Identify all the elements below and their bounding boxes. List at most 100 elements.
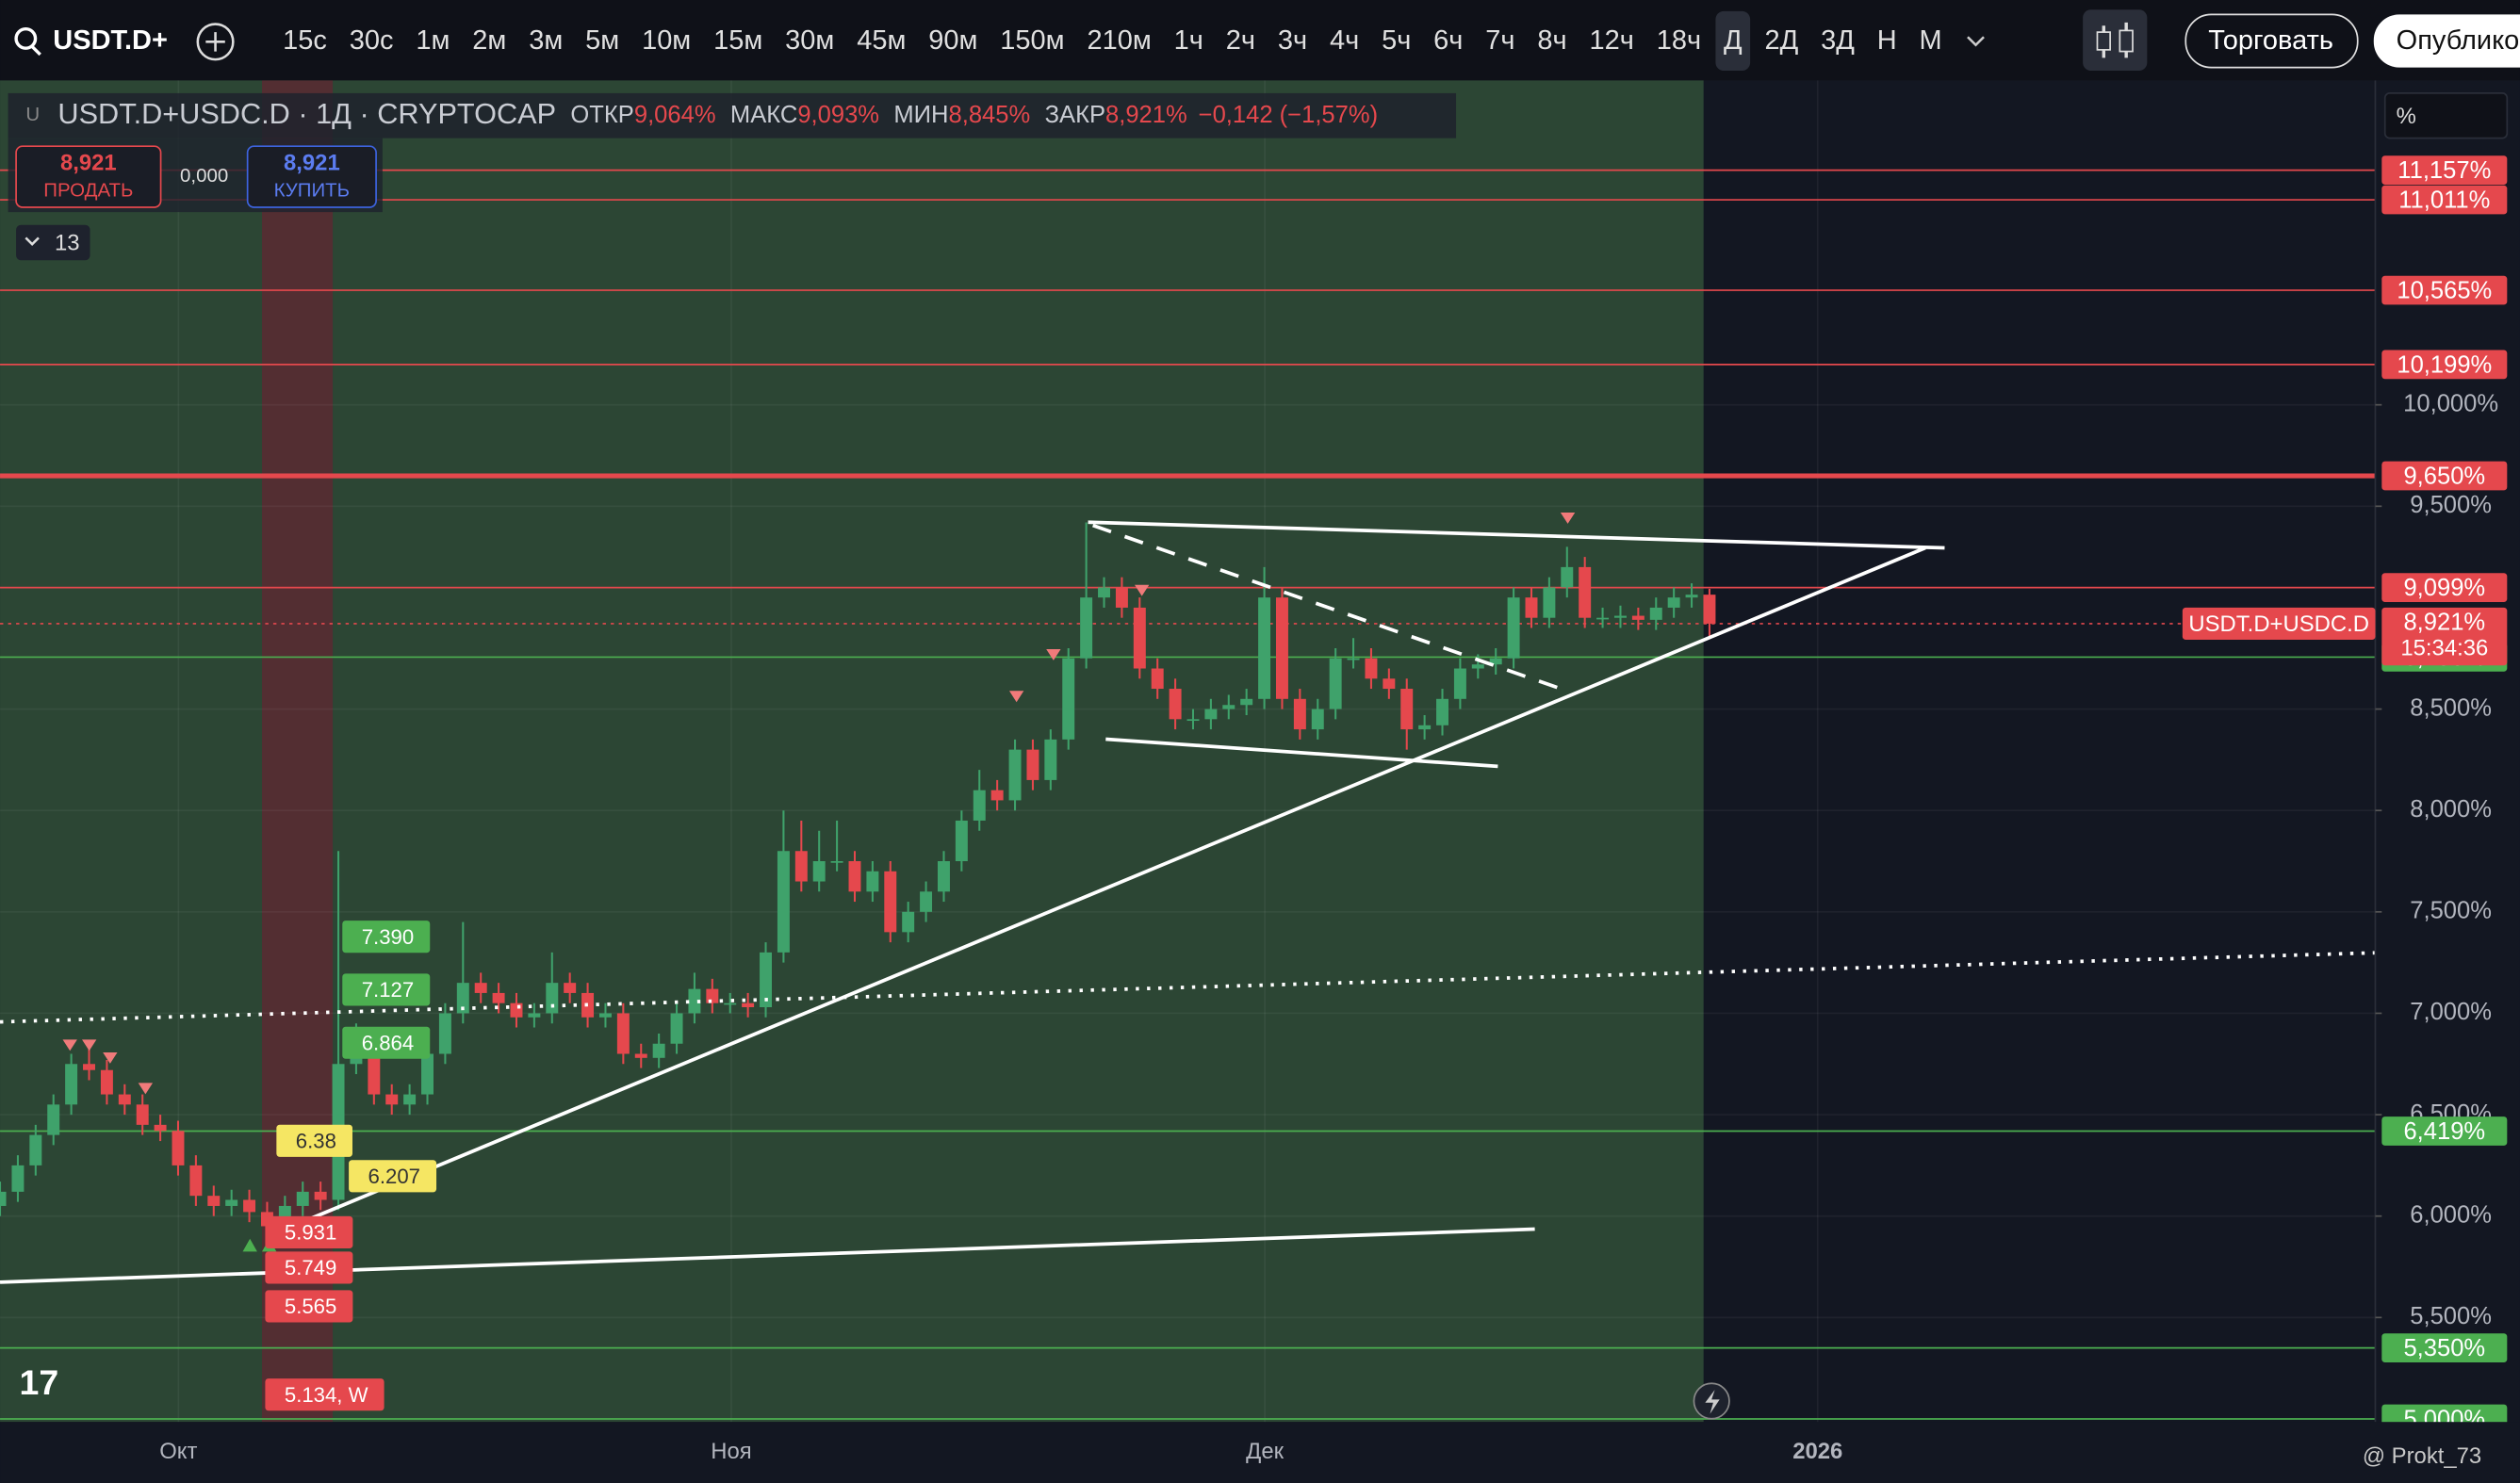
chart-type-button[interactable]: [2083, 9, 2148, 72]
trend-line: [0, 1227, 1535, 1284]
interval[interactable]: 3ч: [1278, 25, 1307, 56]
interval[interactable]: 3м: [529, 25, 563, 56]
interval[interactable]: 2м: [472, 25, 506, 56]
candle-body: [706, 988, 719, 1003]
trend-line: [1092, 523, 1568, 693]
interval[interactable]: 15с: [283, 25, 327, 56]
indicators-count: 13: [55, 231, 80, 256]
candle-body: [385, 1094, 399, 1105]
highlight-zone: [0, 80, 1704, 1423]
trend-line: [280, 546, 1926, 1232]
candle-body: [1418, 725, 1432, 730]
chart-type-icon: [2119, 29, 2134, 53]
price-annotation: [276, 1124, 352, 1157]
candle-body: [724, 1002, 737, 1005]
interval[interactable]: 7ч: [1485, 25, 1514, 56]
interval[interactable]: 3Д: [1821, 25, 1855, 56]
legend-high-label: МАКС: [730, 102, 797, 128]
level-tag: [2381, 155, 2508, 185]
interval[interactable]: 2Д: [1764, 25, 1798, 56]
candle-body: [1507, 597, 1520, 659]
interval[interactable]: Н: [1877, 25, 1897, 56]
candle-body: [1543, 587, 1556, 618]
interval[interactable]: 6ч: [1433, 25, 1463, 56]
interval[interactable]: 30м: [785, 25, 834, 56]
trade-button[interactable]: [2185, 13, 2359, 69]
candle-body: [1347, 658, 1360, 660]
legend-icon: U: [25, 104, 40, 125]
interval[interactable]: М: [1920, 25, 1942, 56]
interval[interactable]: 10м: [642, 25, 691, 56]
candle-body: [421, 1053, 434, 1095]
sell-label: ПРОДАТЬ: [43, 179, 133, 201]
candle-body: [598, 1013, 612, 1018]
interval-bg[interactable]: [1715, 10, 1751, 72]
publish-button[interactable]: [2373, 14, 2520, 68]
spread: 0,000: [180, 165, 228, 187]
interval[interactable]: Д: [1724, 25, 1743, 56]
buy-price: 8,921: [284, 150, 340, 175]
buy-button[interactable]: [246, 145, 377, 208]
scale-mode-label: %: [2397, 104, 2416, 129]
sell-button[interactable]: [15, 145, 162, 208]
price-annotation-label: 6.38: [296, 1129, 336, 1152]
candle-body: [937, 861, 950, 892]
candle-body: [742, 1002, 755, 1007]
symbol-search[interactable]: USDT.D+: [53, 25, 168, 56]
candle-body: [1400, 689, 1414, 730]
candle-body: [1044, 739, 1057, 780]
time-axis-labels: Окт Ноя Дек 2026: [159, 1439, 1842, 1464]
candle-body: [688, 988, 701, 1014]
interval[interactable]: 90м: [928, 25, 977, 56]
y-tick-label: 7,000%: [2410, 999, 2492, 1025]
chart-type-icon: [2096, 31, 2111, 51]
candle-body: [47, 1104, 60, 1135]
interval[interactable]: 15м: [713, 25, 762, 56]
candle-body: [1667, 597, 1680, 608]
legend: USDT.D+USDC.D · 1Д · CRYPTOCAP ОТКР9,064%…: [57, 97, 1378, 130]
interval[interactable]: 12ч: [1590, 25, 1634, 56]
add-symbol[interactable]: [196, 23, 235, 61]
candle-body: [1703, 595, 1716, 624]
candle-body: [1561, 566, 1574, 588]
x-tick-label: Дек: [1246, 1439, 1284, 1464]
candle-body: [1311, 709, 1324, 730]
interval[interactable]: 5м: [585, 25, 619, 56]
interval[interactable]: 8ч: [1537, 25, 1566, 56]
scale-mode[interactable]: [2383, 92, 2509, 139]
interval[interactable]: 45м: [857, 25, 906, 56]
lightning-icon: [1705, 1390, 1720, 1414]
interval[interactable]: 210м: [1087, 25, 1151, 56]
trend-line: [1105, 737, 1498, 769]
interval[interactable]: 1м: [416, 25, 450, 56]
price-annotation: [265, 1251, 353, 1284]
legend-open-label: ОТКР: [570, 102, 633, 128]
interval[interactable]: 2ч: [1226, 25, 1255, 56]
interval[interactable]: 30с: [350, 25, 394, 56]
indicators-toggle[interactable]: [16, 224, 90, 261]
candle-body: [973, 790, 986, 821]
price-annotation-label: 6.864: [362, 1031, 414, 1054]
x-tick-label: Окт: [159, 1439, 197, 1464]
candle-body: [670, 1013, 683, 1044]
candle-body: [83, 1064, 95, 1070]
chevron: [25, 236, 40, 247]
candle-body: [1204, 709, 1218, 720]
candle-body: [243, 1199, 256, 1213]
interval[interactable]: 18ч: [1657, 25, 1701, 56]
interval[interactable]: 1ч: [1174, 25, 1203, 56]
candle-body: [474, 983, 487, 993]
y-tick-label: 9,500%: [2410, 492, 2492, 518]
levels: [0, 169, 2376, 1420]
price-axis-labels: 10,000%9,500%8,500%8,000%7,500%7,000%6,5…: [2182, 155, 2508, 1434]
price-annotation: [342, 921, 431, 953]
interval[interactable]: 4ч: [1330, 25, 1359, 56]
interval[interactable]: 150м: [1000, 25, 1064, 56]
x-tick-label: Ноя: [711, 1439, 751, 1464]
price-annotation-label: 5.931: [285, 1221, 336, 1245]
publish-button-label: Опублико: [2397, 25, 2520, 56]
candle-body: [1133, 607, 1146, 669]
candle-body: [1258, 597, 1271, 699]
more-intervals[interactable]: [1967, 36, 1985, 47]
interval[interactable]: 5ч: [1382, 25, 1411, 56]
